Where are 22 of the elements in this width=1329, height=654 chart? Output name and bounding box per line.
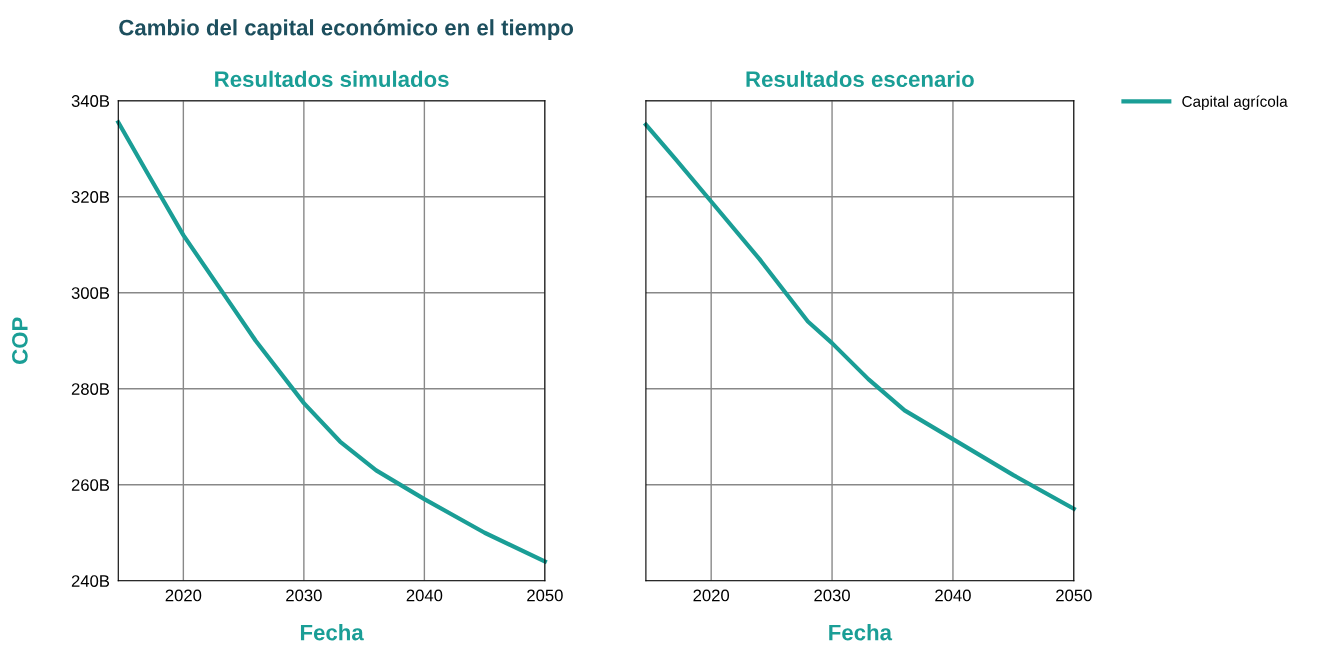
text: Cambio del capital económico en el tiempo [119,18,574,40]
line-series [116,120,547,564]
x-tick-label: 2030 [286,589,322,602]
x-tick-label: 2050 [527,589,563,602]
legend-label: Capital agrícola [1182,95,1288,110]
x-tick-label: 2040 [935,589,971,602]
y-tick-label: 320B [71,191,110,203]
chart-title: Resultados escenario [746,70,974,88]
y-tick-label: 300B [71,287,110,299]
x-tick-label: 2020 [693,589,730,602]
y-tick-label: 260B [71,479,110,491]
y-tick-label: 240B [71,575,110,587]
y-axis-title: COP [12,317,28,364]
x-tick-label: 2020 [165,589,202,602]
x-tick-label: 2040 [406,589,443,602]
y-tick-label: 340B [71,95,110,107]
x-axis-title: Fecha [829,624,893,641]
y-tick-label: 280B [71,383,110,395]
x-axis-title: Fecha [300,624,364,641]
chart-title: Resultados simulados [215,70,449,88]
x-tick-label: 2030 [814,589,850,602]
x-tick-label: 2050 [1056,589,1092,602]
